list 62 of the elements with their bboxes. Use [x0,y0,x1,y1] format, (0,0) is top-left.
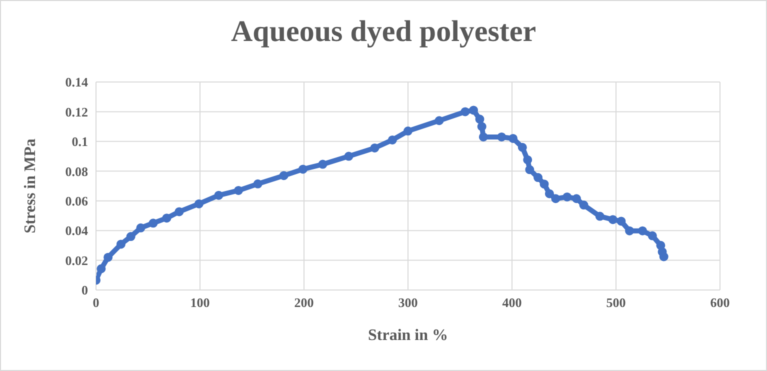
point [625,226,634,236]
point [148,218,158,228]
point [551,194,560,204]
y-tick-label: 0.06 [65,193,88,208]
point [562,192,572,202]
y-tick-label: 0.14 [65,74,88,90]
point [96,264,106,274]
point [477,122,486,132]
x-tick-label: 200 [294,295,314,310]
x-tick-label: 400 [502,295,522,310]
x-tick-label: 500 [606,295,626,310]
point [616,216,626,226]
x-tick-label: 300 [398,295,418,310]
point [253,179,262,188]
point [214,190,224,200]
point [475,114,484,124]
point [579,200,588,210]
point [104,252,113,262]
point [534,173,542,182]
point [508,134,518,143]
point [136,223,146,232]
point [234,186,243,195]
point [525,165,534,174]
point [544,189,554,198]
point [279,171,288,180]
point [608,215,618,224]
point [370,143,380,152]
y-tick-label: 0.12 [65,104,88,120]
point [126,232,136,242]
point [162,214,172,223]
point [523,155,532,164]
point [638,226,648,236]
point [434,116,444,126]
point [116,240,126,249]
y-tick-label: 0 [82,282,88,298]
point [344,152,354,161]
point [572,194,581,204]
y-tick-label: 0.1 [72,134,88,150]
x-tick-label: 100 [190,295,210,310]
y-tick-label: 0.08 [65,164,88,179]
point [388,135,397,144]
point [194,199,204,208]
point [648,231,657,240]
x-axis-title: Strain in % [366,327,449,345]
x-tick-label: 600 [710,295,730,310]
point [469,106,478,115]
point [540,180,549,189]
y-tick-label: 0.02 [65,252,88,268]
point [404,126,412,136]
point [497,132,506,142]
point [659,252,668,262]
point [595,212,604,221]
point [298,164,308,174]
point [478,132,488,142]
y-axis-title: Stress in MPa [22,138,40,234]
point [460,107,470,116]
x-tick-label: 0 [92,295,100,310]
point [518,142,527,152]
chart-title: Aqueous dyed polyester [230,15,538,49]
y-tick-label: 0.04 [65,223,88,238]
point [318,160,328,169]
point [174,207,184,216]
